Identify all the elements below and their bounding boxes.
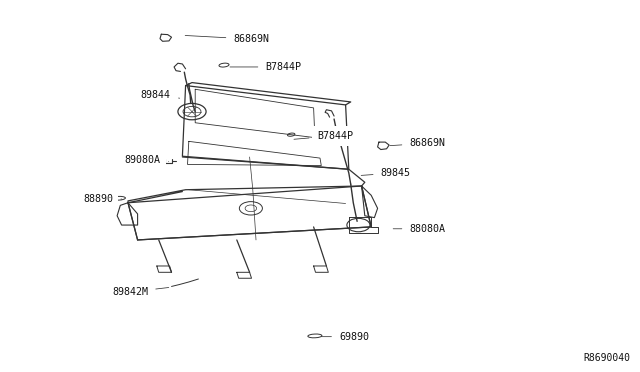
Text: 89842M: 89842M — [112, 287, 169, 297]
Text: 88890: 88890 — [83, 194, 122, 204]
Text: 86869N: 86869N — [185, 34, 269, 44]
Text: 69890: 69890 — [321, 332, 369, 341]
Text: B7844P: B7844P — [294, 131, 353, 141]
Text: 89080A: 89080A — [125, 155, 169, 165]
Text: 89844: 89844 — [141, 90, 180, 100]
Text: R8690040: R8690040 — [584, 353, 630, 363]
Text: 89845: 89845 — [361, 168, 411, 178]
Text: 86869N: 86869N — [390, 138, 445, 148]
Text: B7844P: B7844P — [230, 62, 301, 72]
Text: 88080A: 88080A — [393, 224, 445, 234]
